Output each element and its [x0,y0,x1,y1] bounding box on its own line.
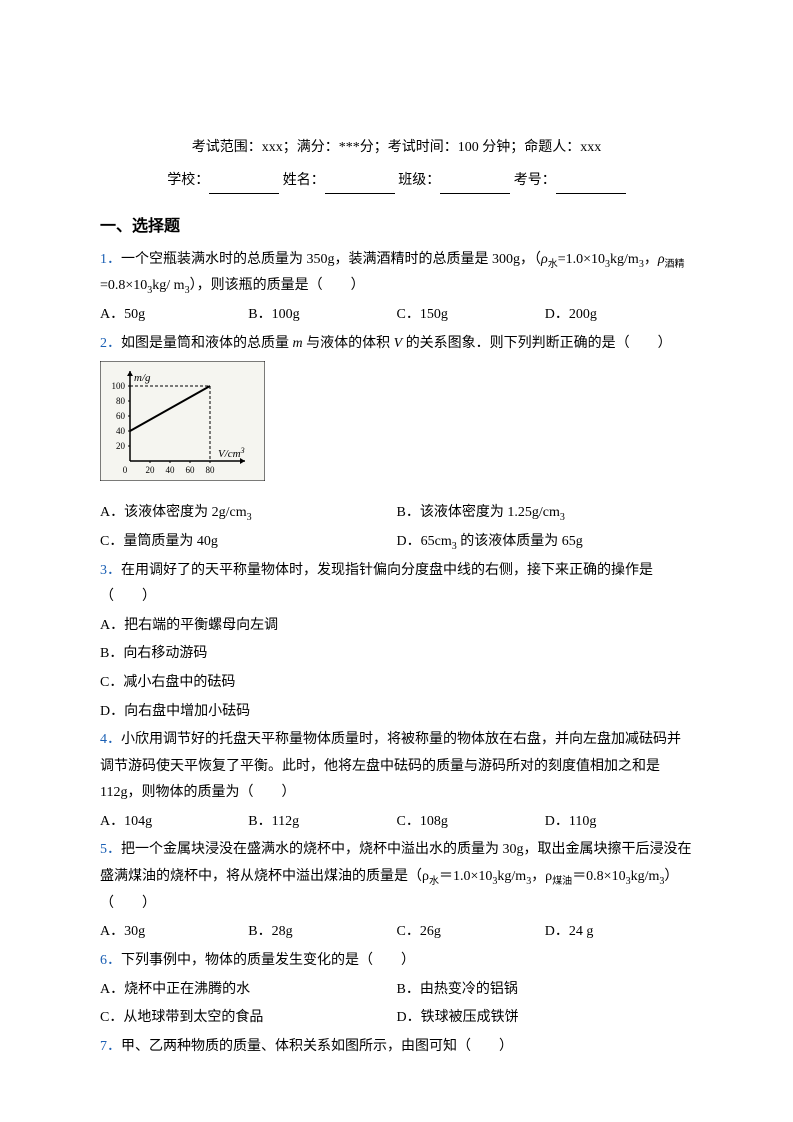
q6-text: 下列事例中，物体的质量发生变化的是（ ） [121,953,415,968]
q2-choices-row1: A．该液体密度为 2g/cm3 B．该液体密度为 1.25g/cm3 [100,500,693,527]
q6-choice-d[interactable]: D．铁球被压成铁饼 [397,1005,694,1032]
q3-choice-d[interactable]: D．向右盘中增加小砝码 [100,699,693,726]
q1-choice-d[interactable]: D．200g [545,302,693,329]
q1-water-sub: 水 [548,258,558,269]
q5-choice-c[interactable]: C．26g [397,919,545,946]
q6-choice-c[interactable]: C．从地球带到太空的食品 [100,1005,397,1032]
q5-choice-a[interactable]: A．30g [100,919,248,946]
question-2: 2．如图是量筒和液体的总质量 m 与液体的体积 V 的关系图象．则下列判断正确的… [100,331,693,358]
q1-choice-a[interactable]: A．50g [100,302,248,329]
class-blank[interactable] [440,177,510,194]
q2-choice-b[interactable]: B．该液体密度为 1.25g/cm3 [397,500,694,527]
q5-oil-sub: 煤油 [552,876,572,887]
q1-text-p3: kg/m [610,252,639,267]
q2-text-p2: 与液体的体积 [303,336,394,351]
q1-rho-alcohol: ρ [658,252,665,267]
ytick-60-label: 60 [116,411,126,421]
id-blank[interactable] [556,177,626,194]
q1-text-p4: ， [644,252,658,267]
q1-text-p5: =0.8×10 [100,278,147,293]
q1-text-p6: kg/ m [152,278,184,293]
question-4: 4．小欣用调节好的托盘天平称量物体质量时，将被称量的物体放在右盘，并向左盘加减砝… [100,727,693,807]
q5-water-sub: 水 [429,876,439,887]
q2-number: 2． [100,336,121,351]
q1-choice-c[interactable]: C．150g [397,302,545,329]
question-7: 7．甲、乙两种物质的质量、体积关系如图所示，由图可知（ ） [100,1034,693,1061]
q2-m: m [293,336,303,351]
ytick-100-label: 100 [112,381,126,391]
xtick-40-label: 40 [166,465,176,475]
q5-text-p3: kg/m [497,869,526,884]
q5-text-p5: ＝0.8×10 [572,869,625,884]
q6-choices-row1: A．烧杯中正在沸腾的水 B．由热变冷的铝锅 [100,977,693,1004]
q5-number: 5． [100,842,121,857]
school-info-line: 学校： 姓名： 班级： 考号： [100,168,693,195]
name-label: 姓名： [283,173,325,188]
section-title: 一、选择题 [100,212,693,242]
y-label: m/g [134,372,151,384]
q2-choice-a[interactable]: A．该液体密度为 2g/cm3 [100,500,397,527]
ytick-80-label: 80 [116,396,126,406]
xtick-80-label: 80 [206,465,216,475]
q7-text: 甲、乙两种物质的质量、体积关系如图所示，由图可知（ ） [121,1039,513,1054]
q3-number: 3． [100,563,121,578]
q1-text-p7: ），则该瓶的质量是（ ） [190,278,365,293]
q1-choices: A．50g B．100g C．150g D．200g [100,302,693,329]
exam-info-line: 考试范围：xxx；满分：***分；考试时间：100 分钟；命题人：xxx [100,135,693,162]
q5-choice-b[interactable]: B．28g [248,919,396,946]
question-5: 5．把一个金属块浸没在盛满水的烧杯中，烧杯中溢出水的质量为 30g，取出金属块擦… [100,837,693,917]
question-1: 1．一个空瓶装满水时的总质量为 350g，装满酒精时的总质量是 300g，（ρ水… [100,247,693,301]
q4-choice-d[interactable]: D．110g [545,809,693,836]
q6-choices-row2: C．从地球带到太空的食品 D．铁球被压成铁饼 [100,1005,693,1032]
q4-text: 小欣用调节好的托盘天平称量物体质量时，将被称量的物体放在右盘，并向左盘加减砝码并… [100,732,681,800]
school-blank[interactable] [209,177,279,194]
q6-number: 6． [100,953,121,968]
q5-text-p4: ，ρ [531,869,552,884]
chart-svg: 20 40 60 80 100 20 40 60 80 0 m/g V/cm3 [100,361,265,481]
q5-text-p6: kg/m [631,869,660,884]
q7-number: 7． [100,1039,121,1054]
ytick-20-label: 20 [116,441,126,451]
q1-rho-water: ρ [541,252,548,267]
q4-choices: A．104g B．112g C．108g D．110g [100,809,693,836]
q4-choice-a[interactable]: A．104g [100,809,248,836]
q5-choices: A．30g B．28g C．26g D．24 g [100,919,693,946]
school-label: 学校： [167,173,209,188]
q5-text-p2: ＝1.0×10 [439,869,492,884]
q1-number: 1． [100,252,121,267]
q2-v: V [394,336,403,351]
q1-text-p2: =1.0×10 [558,252,605,267]
q3-text: 在用调好了的天平称量物体时，发现指针偏向分度盘中线的右侧，接下来正确的操作是（ … [100,563,653,605]
q2-choice-c[interactable]: C．量筒质量为 40g [100,529,397,556]
origin-label: 0 [123,465,128,475]
q5-choice-d[interactable]: D．24 g [545,919,693,946]
q2-choice-d[interactable]: D．65cm3 的该液体质量为 65g [397,529,694,556]
q1-alcohol-sub: 酒精 [665,258,685,269]
question-6: 6．下列事例中，物体的质量发生变化的是（ ） [100,948,693,975]
q3-choice-a[interactable]: A．把右端的平衡螺母向左调 [100,613,693,640]
xtick-60-label: 60 [186,465,196,475]
xtick-20-label: 20 [146,465,156,475]
question-3: 3．在用调好了的天平称量物体时，发现指针偏向分度盘中线的右侧，接下来正确的操作是… [100,558,693,611]
q6-choice-b[interactable]: B．由热变冷的铝锅 [397,977,694,1004]
ytick-40-label: 40 [116,426,126,436]
q2-chart: 20 40 60 80 100 20 40 60 80 0 m/g V/cm3 [100,361,693,492]
q3-choice-c[interactable]: C．减小右盘中的砝码 [100,670,693,697]
q4-choice-c[interactable]: C．108g [397,809,545,836]
name-blank[interactable] [325,177,395,194]
id-label: 考号： [514,173,556,188]
q3-choice-b[interactable]: B．向右移动游码 [100,641,693,668]
q6-choice-a[interactable]: A．烧杯中正在沸腾的水 [100,977,397,1004]
q2-text-p1: 如图是量筒和液体的总质量 [121,336,293,351]
exam-info-text: 考试范围：xxx；满分：***分；考试时间：100 分钟；命题人：xxx [192,140,602,155]
q2-text-p3: 的关系图象．则下列判断正确的是（ ） [402,336,672,351]
q4-number: 4． [100,732,121,747]
q2-choices-row2: C．量筒质量为 40g D．65cm3 的该液体质量为 65g [100,529,693,556]
class-label: 班级： [398,173,440,188]
q4-choice-b[interactable]: B．112g [248,809,396,836]
q1-text-p1: 一个空瓶装满水时的总质量为 350g，装满酒精时的总质量是 300g，（ [121,252,541,267]
q1-choice-b[interactable]: B．100g [248,302,396,329]
